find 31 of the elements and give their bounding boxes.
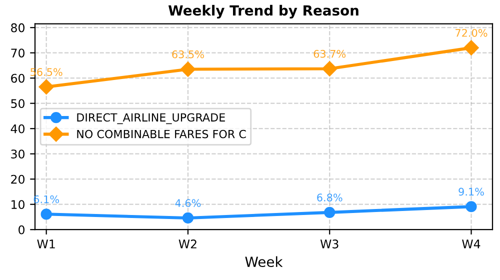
- data-label: 72.0%: [456, 28, 488, 37]
- x-tick-label: W2: [178, 240, 196, 248]
- legend-label: NO COMBINABLE FARES FOR C: [77, 130, 246, 138]
- y-tick-label: 70: [11, 48, 24, 58]
- y-tick-label: 60: [11, 74, 24, 83]
- y-tick-label: 80: [11, 23, 24, 32]
- data-label: 9.1%: [458, 188, 484, 196]
- x-tick-label: W1: [37, 240, 55, 248]
- y-tick-label: 20: [11, 174, 24, 184]
- x-tick-label: W4: [462, 240, 480, 248]
- x-tick-label: W3: [320, 240, 338, 248]
- point: [324, 206, 336, 218]
- x-axis-title: Week: [245, 256, 283, 268]
- chart-title: Weekly Trend by Reason: [168, 4, 358, 18]
- point: [180, 62, 196, 77]
- y-tick-label: 0: [18, 225, 24, 234]
- legend-label: DIRECT_AIRLINE_UPGRADE: [77, 113, 225, 124]
- point: [464, 40, 479, 56]
- data-label: 4.6%: [175, 199, 201, 208]
- point: [182, 212, 194, 224]
- data-label: 63.5%: [172, 50, 204, 58]
- y-tick-label: 30: [11, 150, 24, 158]
- point: [322, 61, 338, 76]
- data-label: 63.7%: [314, 50, 346, 58]
- data-label: 6.8%: [317, 194, 342, 202]
- y-tick-label: 40: [10, 124, 24, 134]
- point: [40, 208, 52, 220]
- y-tick-label: 10: [12, 200, 24, 209]
- point: [38, 79, 54, 94]
- point: [466, 201, 477, 212]
- y-tick-label: 50: [11, 99, 24, 108]
